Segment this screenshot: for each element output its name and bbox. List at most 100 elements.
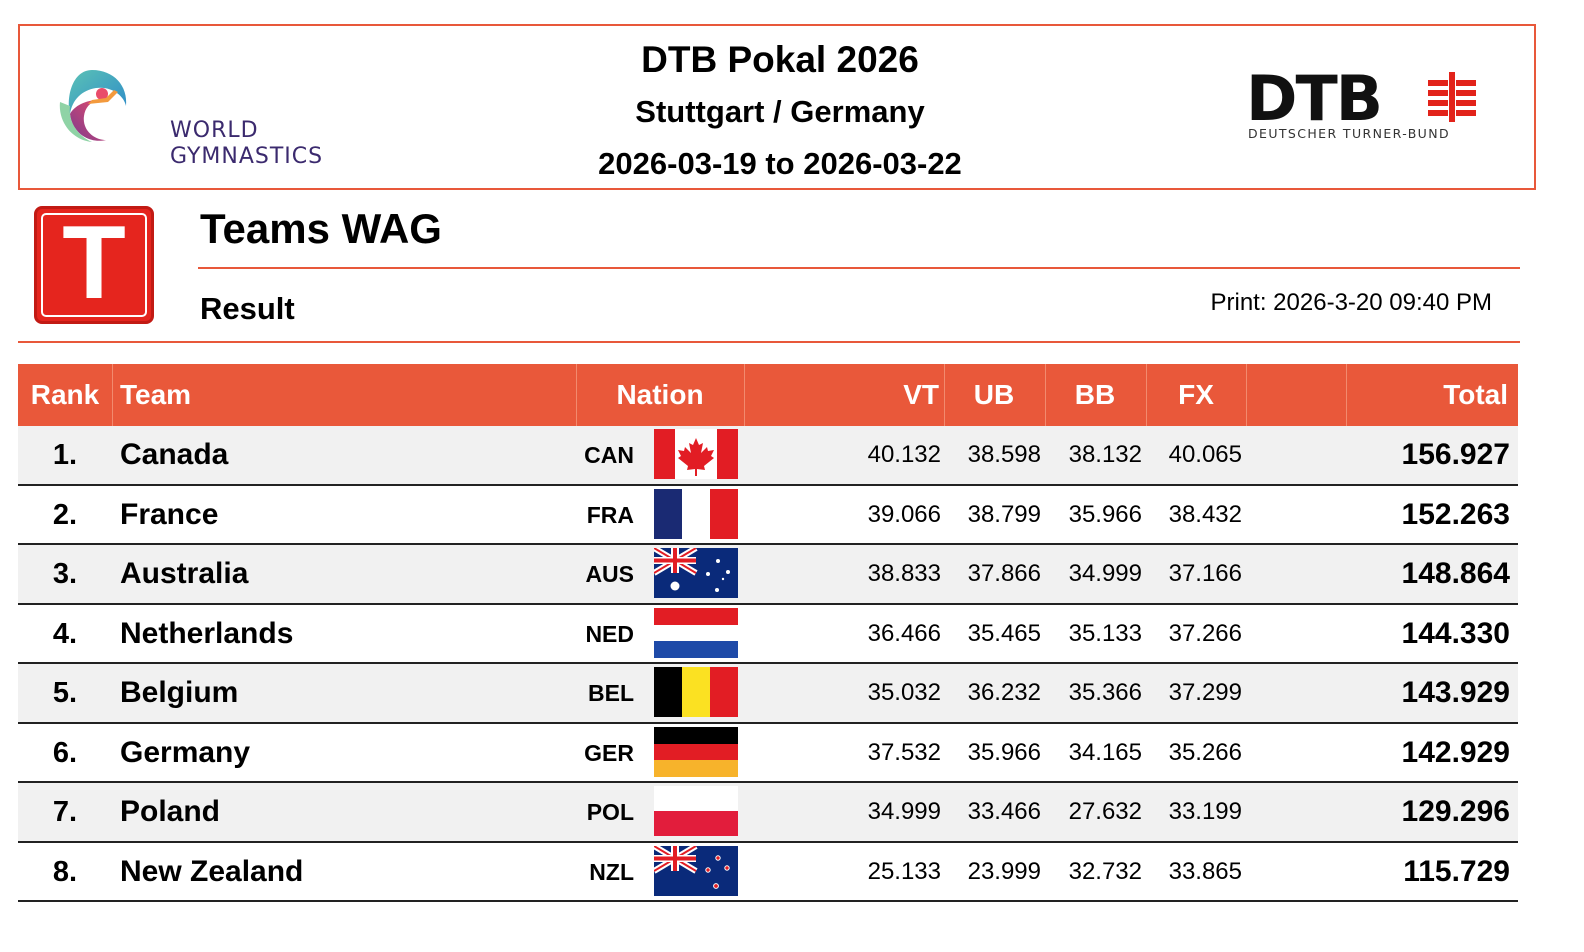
ub-score-cell: 38.598: [967, 441, 1041, 468]
canada-flag-icon: [654, 429, 738, 479]
team-cell: Australia: [120, 557, 249, 590]
ub-score-cell: 38.799: [967, 500, 1041, 528]
col-header-ub: UB: [973, 379, 1015, 410]
vt-score-cell: 35.032: [867, 679, 941, 706]
fx-score-cell: 38.432: [1168, 500, 1242, 528]
fx-score-cell: 37.266: [1168, 619, 1242, 647]
fx-score-cell: 35.266: [1168, 738, 1242, 766]
col-header-team: Team: [120, 379, 192, 410]
bb-score-cell: 34.165: [1068, 738, 1142, 766]
table-row: 5. Belgium BEL 35.032 36.232 35.366 37.2…: [18, 664, 1518, 724]
nation-code-cell: AUS: [585, 561, 634, 587]
total-score-cell: 115.729: [1403, 854, 1510, 888]
results-table: Rank Team Nation VT UB BB FX Total 1. Ca…: [18, 364, 1518, 902]
bb-score-cell: 38.132: [1068, 441, 1142, 468]
category-letter: T: [62, 205, 126, 321]
total-score-cell: 156.927: [1401, 438, 1510, 471]
event-location: Stuttgart / Germany: [635, 94, 925, 129]
netherlands-flag-icon: [654, 607, 738, 658]
dtb-logo: DTB DEUTSCHER TURNER-BUND: [1246, 64, 1486, 148]
team-cell: Canada: [120, 438, 229, 471]
col-header-fx: FX: [1178, 379, 1214, 410]
belgium-flag-icon: [654, 667, 738, 717]
table-row: 1. Canada CAN 40.132 38.598 38.132 40.06…: [18, 426, 1518, 486]
rank-cell: 1.: [52, 439, 78, 471]
ub-score-cell: 35.966: [967, 738, 1041, 766]
fx-score-cell: 33.199: [1168, 798, 1242, 825]
total-score-cell: 142.929: [1401, 735, 1510, 769]
world-gymnastics-wordmark: WORLD GYMNASTICS: [170, 118, 324, 169]
bb-score-cell: 32.732: [1068, 857, 1142, 885]
team-cell: Netherlands: [120, 616, 294, 650]
table-header: Rank Team Nation VT UB BB FX Total: [18, 364, 1518, 426]
nation-code-cell: CAN: [584, 442, 634, 468]
nation-code-cell: NED: [585, 620, 634, 647]
event-info: DTB Pokal 2026 Stuttgart / Germany 2026-…: [450, 34, 1110, 190]
vt-score-cell: 37.532: [867, 738, 941, 766]
vt-score-cell: 39.066: [867, 500, 941, 528]
vt-score-cell: 36.466: [867, 619, 941, 647]
ub-score-cell: 37.866: [967, 560, 1041, 587]
germany-flag-icon: [654, 726, 738, 777]
nation-code-cell: GER: [584, 739, 634, 766]
france-flag-icon: [654, 488, 738, 539]
total-score-cell: 143.929: [1401, 676, 1510, 709]
bb-score-cell: 35.133: [1068, 619, 1142, 647]
section-divider: [198, 267, 1520, 269]
vt-score-cell: 25.133: [867, 857, 941, 885]
table-row: 3. Australia AUS: [18, 545, 1518, 605]
ub-score-cell: 23.999: [967, 857, 1041, 885]
nation-code-cell: POL: [586, 799, 634, 825]
col-header-total: Total: [1443, 379, 1508, 410]
bb-score-cell: 27.632: [1068, 798, 1142, 825]
rank-cell: 5.: [52, 677, 78, 709]
ub-score-cell: 36.232: [967, 679, 1041, 706]
teams-category-icon: T: [34, 206, 154, 324]
event-header: WORLD GYMNASTICS DTB Pokal 2026 Stuttgar…: [18, 24, 1536, 190]
col-header-bb: BB: [1074, 379, 1116, 410]
section-subtitle: Result: [200, 291, 295, 326]
fx-score-cell: 33.865: [1168, 857, 1242, 885]
table-body: 1. Canada CAN 40.132 38.598 38.132 40.06…: [18, 426, 1518, 902]
table-row: 4. Netherlands NED 36.466 35.465 35.133 …: [18, 605, 1518, 664]
nation-code-cell: NZL: [589, 858, 634, 885]
table-row: 2. France FRA 39.066 38.799 35.966 38.43…: [18, 486, 1518, 545]
event-dates: 2026-03-19 to 2026-03-22: [598, 146, 962, 181]
vt-score-cell: 38.833: [867, 560, 941, 587]
team-cell: Belgium: [120, 676, 239, 709]
turner-cross-icon: [1428, 72, 1476, 122]
section-title: Teams WAG: [200, 205, 442, 252]
section-divider-bottom: [18, 341, 1520, 343]
bb-score-cell: 35.966: [1068, 500, 1142, 528]
fx-score-cell: 37.166: [1168, 560, 1242, 587]
team-cell: France: [120, 497, 219, 531]
rank-cell: 8.: [52, 855, 78, 888]
poland-flag-icon: [654, 786, 738, 836]
dtb-wordmark: DTB: [1246, 62, 1383, 135]
ub-score-cell: 33.466: [967, 798, 1041, 825]
fx-score-cell: 37.299: [1168, 679, 1242, 706]
table-row: 6. Germany GER 37.532 35.966 34.165 35.2…: [18, 724, 1518, 783]
table-row: 8. New Zealand NZL: [18, 843, 1518, 902]
team-cell: New Zealand: [120, 854, 304, 888]
team-cell: Germany: [120, 735, 251, 769]
rank-cell: 7.: [52, 796, 78, 828]
dtb-subtitle: DEUTSCHER TURNER-BUND: [1248, 126, 1450, 141]
bb-score-cell: 34.999: [1068, 560, 1142, 587]
rank-cell: 2.: [52, 498, 78, 531]
nation-code-cell: FRA: [586, 501, 634, 528]
col-header-nation: Nation: [616, 379, 704, 410]
ub-score-cell: 35.465: [967, 619, 1041, 647]
rank-cell: 3.: [52, 558, 78, 590]
total-score-cell: 152.263: [1401, 497, 1510, 531]
nation-code-cell: BEL: [588, 680, 634, 706]
event-title: DTB Pokal 2026: [641, 39, 919, 80]
vt-score-cell: 40.132: [867, 441, 941, 468]
col-header-vt: VT: [903, 379, 939, 410]
fx-score-cell: 40.065: [1168, 441, 1242, 468]
world-gymnastics-emblem-icon: [59, 70, 127, 142]
table-row: 7. Poland POL 34.999 33.466 27.632 33.19…: [18, 783, 1518, 843]
total-score-cell: 148.864: [1401, 557, 1510, 590]
rank-cell: 4.: [52, 617, 78, 650]
new-zealand-flag-icon: [654, 845, 738, 896]
